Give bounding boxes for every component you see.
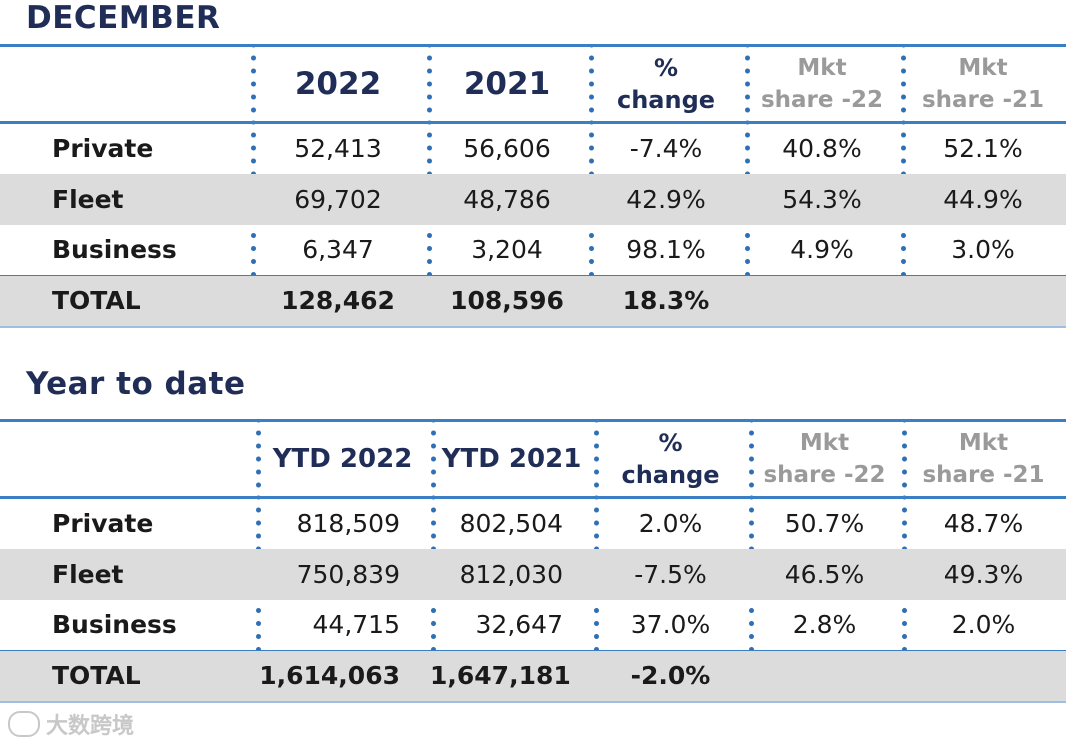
cell-mkt22: 40.8% <box>744 122 900 174</box>
header-ytd-2022: YTD 2022 <box>255 420 430 498</box>
header-pct-line1: % <box>658 429 683 457</box>
total-row: TOTAL 1,614,063 1,647,181 -2.0% <box>0 650 1066 702</box>
cell-mkt21: 2.0% <box>901 599 1066 651</box>
cell-mkt21: 44.9% <box>900 173 1066 225</box>
header-mkt2-line2: share -21 <box>922 462 1045 488</box>
header-mkt-share-22: Mkt share -22 <box>744 45 900 123</box>
total-2022: 128,462 <box>250 275 426 327</box>
header-pct-line2: change <box>616 86 716 114</box>
row-label: Business <box>52 235 177 265</box>
cell-mkt21: 48.7% <box>901 497 1066 549</box>
header-pct-change: % change <box>588 45 744 123</box>
header-blank <box>0 46 250 123</box>
row-label: Fleet <box>0 173 250 225</box>
cell-pct: 2.0% <box>593 497 748 549</box>
cell-pct: 42.9% <box>588 173 744 225</box>
cell-2021: 56,606 <box>426 122 588 174</box>
ytd-title: Year to date <box>26 366 246 402</box>
header-pct-line1: % <box>653 54 679 82</box>
cell-mkt21: 3.0% <box>900 224 1066 276</box>
header-2022: 2022 <box>250 45 426 123</box>
cell-2022: 69,702 <box>250 173 426 225</box>
header-mkt-share-22: Mkt share -22 <box>748 420 901 498</box>
header-row: YTD 2022 YTD 2021 % change Mkt share -22… <box>0 420 1066 498</box>
total-label: TOTAL <box>0 650 255 702</box>
header-2021: 2021 <box>426 45 588 123</box>
header-blank <box>0 421 255 498</box>
header-mkt2-line2: share -21 <box>921 87 1045 113</box>
cell-ytd-2021: 812,030 <box>430 548 593 600</box>
cell-mkt22: 46.5% <box>748 548 901 600</box>
watermark-logo-icon <box>8 711 40 737</box>
total-mkt21 <box>900 275 1066 327</box>
total-label: TOTAL <box>0 275 250 327</box>
header-mkt1-line1: Mkt <box>797 55 847 81</box>
cell-2021: 48,786 <box>426 173 588 225</box>
header-mkt1-line2: share -22 <box>763 462 886 488</box>
header-mkt2-line1: Mkt <box>958 55 1008 81</box>
header-pct-line2: change <box>621 461 720 489</box>
cell-2021: 3,204 <box>426 224 588 276</box>
total-mkt22 <box>744 275 900 327</box>
row-label: Business <box>52 610 177 640</box>
total-2021: 108,596 <box>426 275 588 327</box>
table-row: Fleet 69,702 48,786 42.9% 54.3% 44.9% <box>0 173 1066 225</box>
cell-2022: 6,347 <box>250 224 426 276</box>
total-row: TOTAL 128,462 108,596 18.3% <box>0 275 1066 327</box>
total-pct: -2.0% <box>593 650 748 702</box>
total-ytd-2022: 1,614,063 <box>255 650 430 702</box>
row-label: Private <box>52 134 154 164</box>
cell-ytd-2021: 32,647 <box>430 599 593 651</box>
header-ytd-2021: YTD 2021 <box>430 420 593 498</box>
ytd-table: YTD 2022 YTD 2021 % change Mkt share -22… <box>0 419 1066 703</box>
cell-mkt22: 4.9% <box>744 224 900 276</box>
table-row: Business 44,715 32,647 37.0% 2.8% 2.0% <box>0 599 1066 651</box>
total-mkt21 <box>901 650 1066 702</box>
cell-ytd-2022: 818,509 <box>255 497 430 549</box>
december-title: DECEMBER <box>26 0 221 36</box>
cell-ytd-2022: 750,839 <box>255 548 430 600</box>
watermark: 大数跨境 <box>8 708 134 740</box>
total-ytd-2021: 1,647,181 <box>430 650 593 702</box>
table-row: Private 52,413 56,606 -7.4% 40.8% 52.1% <box>0 122 1066 174</box>
header-mkt1-line2: share -22 <box>760 87 884 113</box>
cell-mkt21: 52.1% <box>900 122 1066 174</box>
header-mkt2-line1: Mkt <box>958 430 1009 456</box>
row-label: Private <box>52 509 154 539</box>
table-row: Private 818,509 802,504 2.0% 50.7% 48.7% <box>0 497 1066 549</box>
header-mkt-share-21: Mkt share -21 <box>901 420 1066 498</box>
cell-pct: -7.4% <box>588 122 744 174</box>
table-row: Fleet 750,839 812,030 -7.5% 46.5% 49.3% <box>0 548 1066 600</box>
cell-ytd-2021: 802,504 <box>430 497 593 549</box>
cell-pct: -7.5% <box>593 548 748 600</box>
cell-mkt22: 54.3% <box>744 173 900 225</box>
header-mkt1-line1: Mkt <box>799 430 850 456</box>
cell-mkt21: 49.3% <box>901 548 1066 600</box>
cell-pct: 98.1% <box>588 224 744 276</box>
cell-mkt22: 2.8% <box>748 599 901 651</box>
header-row: 2022 2021 % change Mkt share -22 Mkt sha… <box>0 45 1066 123</box>
watermark-text: 大数跨境 <box>46 714 135 739</box>
header-pct-change: % change <box>593 420 748 498</box>
total-mkt22 <box>748 650 901 702</box>
header-mkt-share-21: Mkt share -21 <box>900 45 1066 123</box>
december-table: 2022 2021 % change Mkt share -22 Mkt sha… <box>0 44 1066 328</box>
total-pct: 18.3% <box>588 275 744 327</box>
table-row: Business 6,347 3,204 98.1% 4.9% 3.0% <box>0 224 1066 276</box>
cell-ytd-2022: 44,715 <box>255 599 430 651</box>
cell-2022: 52,413 <box>250 122 426 174</box>
row-label: Fleet <box>0 548 255 600</box>
cell-mkt22: 50.7% <box>748 497 901 549</box>
cell-pct: 37.0% <box>593 599 748 651</box>
